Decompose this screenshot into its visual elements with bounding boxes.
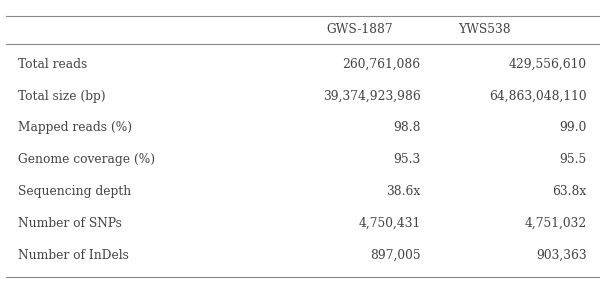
Text: YWS538: YWS538 [458,23,510,36]
Text: 903,363: 903,363 [536,249,587,262]
Text: Genome coverage (%): Genome coverage (%) [18,153,155,166]
Text: GWS-1887: GWS-1887 [327,23,393,36]
Text: 95.3: 95.3 [393,153,420,166]
Text: 99.0: 99.0 [560,121,587,135]
Text: 64,863,048,110: 64,863,048,110 [489,89,587,103]
Text: 63.8x: 63.8x [552,185,587,198]
Text: 260,761,086: 260,761,086 [342,58,420,71]
Text: Total reads: Total reads [18,58,87,71]
Text: 4,751,032: 4,751,032 [525,217,587,230]
Text: Mapped reads (%): Mapped reads (%) [18,121,132,135]
Text: Sequencing depth: Sequencing depth [18,185,131,198]
Text: 4,750,431: 4,750,431 [358,217,420,230]
Text: Number of SNPs: Number of SNPs [18,217,122,230]
Text: 897,005: 897,005 [370,249,420,262]
Text: Total size (bp): Total size (bp) [18,89,106,103]
Text: 39,374,923,986: 39,374,923,986 [322,89,420,103]
Text: 95.5: 95.5 [560,153,587,166]
Text: Number of InDels: Number of InDels [18,249,129,262]
Text: 429,556,610: 429,556,610 [509,58,587,71]
Text: 38.6x: 38.6x [386,185,420,198]
Text: 98.8: 98.8 [393,121,420,135]
